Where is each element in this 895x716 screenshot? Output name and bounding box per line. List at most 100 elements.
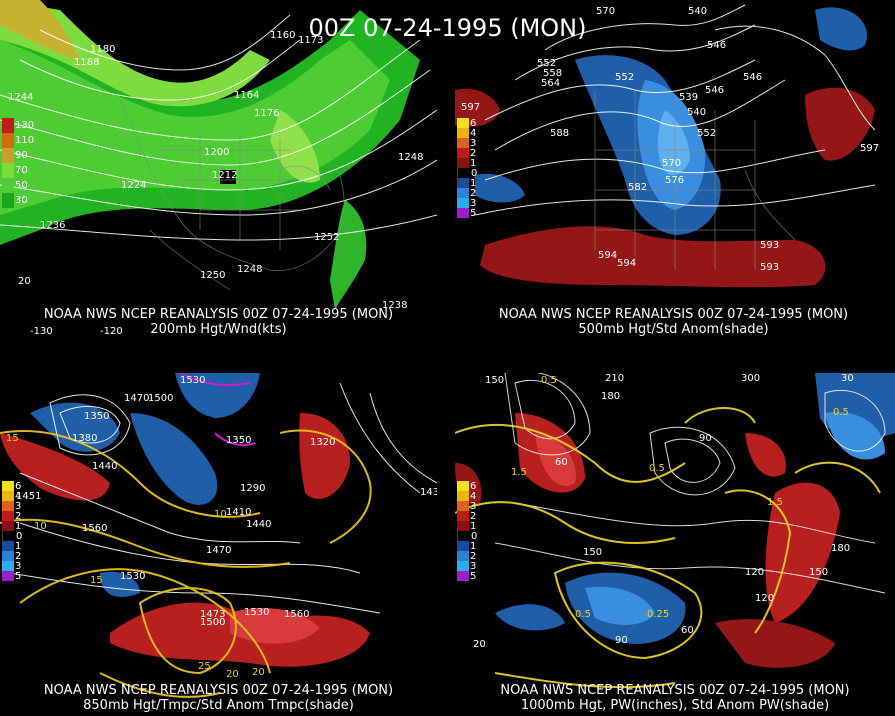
map-500mb bbox=[455, 4, 876, 288]
caption-line2: 200mb Hgt/Wnd(kts) bbox=[150, 322, 287, 337]
contour-label: 30 bbox=[841, 373, 854, 384]
contour-label: 1238 bbox=[382, 300, 408, 311]
caption-line1: NOAA NWS NCEP REANALYSIS 00Z 07-24-1995 … bbox=[43, 683, 394, 698]
contour-label: 594 bbox=[598, 250, 618, 261]
contour-label: 1500 bbox=[148, 393, 174, 404]
contour-label: 1200 bbox=[204, 147, 230, 158]
contour-label: 1473 bbox=[200, 609, 226, 620]
pw-label: 0.5 bbox=[541, 375, 557, 386]
contour-label: 570 bbox=[596, 6, 616, 17]
contour-label: 120 bbox=[755, 593, 775, 604]
contour-label: 1188 bbox=[74, 57, 100, 68]
panel-850mb: 6 4 3 2 1 0 1 2 3 5 1530 1350 1470 1500 … bbox=[0, 373, 437, 716]
contour-label: 60 bbox=[555, 457, 568, 468]
contour-label: 594 bbox=[617, 258, 637, 269]
contour-label: 1248 bbox=[398, 152, 424, 163]
contour-label: 90 bbox=[699, 433, 712, 444]
contour-label: 1290 bbox=[240, 483, 266, 494]
contour-label: 1176 bbox=[254, 108, 280, 119]
contour-label: 552 bbox=[615, 72, 635, 83]
contour-label: 1250 bbox=[200, 270, 226, 281]
contour-label: 1252 bbox=[314, 232, 340, 243]
contour-label: 1530 bbox=[180, 375, 206, 386]
contour-label: 546 bbox=[743, 72, 763, 83]
contour-label: 1530 bbox=[120, 571, 146, 582]
contour-label: 576 bbox=[665, 175, 685, 186]
map-200mb bbox=[0, 0, 437, 310]
contour-label: 1180 bbox=[90, 44, 116, 55]
isotherm-label: 20 bbox=[252, 667, 265, 678]
contour-label: 552 bbox=[537, 58, 557, 69]
caption-line2: 500mb Hgt/Std Anom(shade) bbox=[578, 322, 769, 337]
contour-label: 180 bbox=[831, 543, 851, 554]
contour-label: 1470 bbox=[206, 545, 232, 556]
contour-label: 540 bbox=[688, 6, 708, 17]
contour-label: 150 bbox=[583, 547, 603, 558]
main-title: 00Z 07-24-1995 (MON) bbox=[308, 14, 587, 42]
contour-label: 593 bbox=[760, 262, 780, 273]
contour-label: 1440 bbox=[246, 519, 272, 530]
contour-label: 540 bbox=[687, 107, 707, 118]
isotherm-label: 10 bbox=[34, 521, 47, 532]
contour-label: 588 bbox=[550, 128, 570, 139]
contour-label: 1500 bbox=[200, 617, 226, 628]
contour-label: 570 bbox=[662, 158, 682, 169]
contour-label: 1440 bbox=[92, 461, 118, 472]
caption-line1: NOAA NWS NCEP REANALYSIS 00Z 07-24-1995 … bbox=[500, 683, 850, 698]
pw-label: 0.25 bbox=[647, 609, 670, 620]
contour-label: 60 bbox=[681, 625, 694, 636]
contour-label: 1320 bbox=[310, 437, 336, 448]
legend-500mb: 6 4 3 2 1 0 1 2 3 5 bbox=[457, 118, 477, 219]
contour-label: 1560 bbox=[82, 523, 108, 534]
panel-1000mb: 6 4 3 2 1 0 1 2 3 5 150 210 180 300 0.5 … bbox=[455, 373, 895, 716]
pw-label: 0.5 bbox=[649, 463, 665, 474]
caption-line1: NOAA NWS NCEP REANALYSIS 00Z 07-24-1995 … bbox=[498, 307, 849, 322]
lon-label: -130 bbox=[30, 326, 53, 337]
isotherm-label: 25 bbox=[198, 661, 211, 672]
contour-label: 539 bbox=[679, 92, 699, 103]
legend-1000mb: 6 4 3 2 1 0 1 2 3 5 bbox=[457, 481, 477, 582]
contour-label: 1350 bbox=[84, 411, 110, 422]
legend-200mb: 130 110 90 70 50 30 bbox=[2, 118, 34, 208]
contour-label: 150 bbox=[809, 567, 829, 578]
contour-label: 582 bbox=[628, 182, 648, 193]
contour-label: 1470 bbox=[124, 393, 150, 404]
pw-label: 0.5 bbox=[833, 407, 849, 418]
contour-label: 1164 bbox=[234, 90, 260, 101]
contour-label: 1212 bbox=[212, 170, 238, 181]
isotherm-label: 10 bbox=[214, 509, 227, 520]
contour-label: 546 bbox=[705, 85, 725, 96]
contour-label: 90 bbox=[615, 635, 628, 646]
isotherm-label: 15 bbox=[90, 575, 103, 586]
isotherm-label: 20 bbox=[226, 669, 239, 680]
contour-label: 1437 bbox=[420, 487, 437, 498]
lat-label: 20 bbox=[18, 276, 31, 287]
contour-label: 1236 bbox=[40, 220, 66, 231]
lon-label: -120 bbox=[100, 326, 123, 337]
contour-label: 552 bbox=[697, 128, 717, 139]
contour-label: 1410 bbox=[226, 507, 252, 518]
contour-label: 558 bbox=[543, 68, 563, 79]
pw-label: 1.5 bbox=[767, 497, 783, 508]
panel-200mb: 130 110 90 70 50 30 1188 1244 1176 1164 … bbox=[0, 0, 437, 340]
panel-500mb: 6 4 3 2 1 0 1 2 3 5 570 540 546 552 558 … bbox=[455, 0, 892, 340]
contour-label: 180 bbox=[601, 391, 621, 402]
map-1000mb bbox=[455, 373, 895, 689]
contour-label: 546 bbox=[707, 40, 727, 51]
contour-label: 564 bbox=[541, 78, 561, 89]
contour-label: 597 bbox=[860, 143, 880, 154]
contour-label: 1560 bbox=[284, 609, 310, 620]
pw-label: 1.5 bbox=[511, 467, 527, 478]
contour-label: 150 bbox=[485, 375, 505, 386]
caption-line2: 1000mb Hgt, PW(inches), Std Anom PW(shad… bbox=[520, 698, 830, 713]
legend-850mb: 6 4 3 2 1 0 1 2 3 5 bbox=[2, 481, 22, 582]
contour-label: 120 bbox=[745, 567, 765, 578]
contour-label: 1224 bbox=[121, 180, 147, 191]
contour-label: 210 bbox=[605, 373, 625, 384]
caption-line2: 850mb Hgt/Tmpc/Std Anom Tmpc(shade) bbox=[83, 698, 354, 713]
contour-label: 1248 bbox=[237, 264, 263, 275]
contour-label: 1173 bbox=[298, 35, 324, 46]
contour-label: 593 bbox=[760, 240, 780, 251]
contour-label: 1244 bbox=[8, 92, 34, 103]
isotherm-label: 15 bbox=[6, 433, 19, 444]
